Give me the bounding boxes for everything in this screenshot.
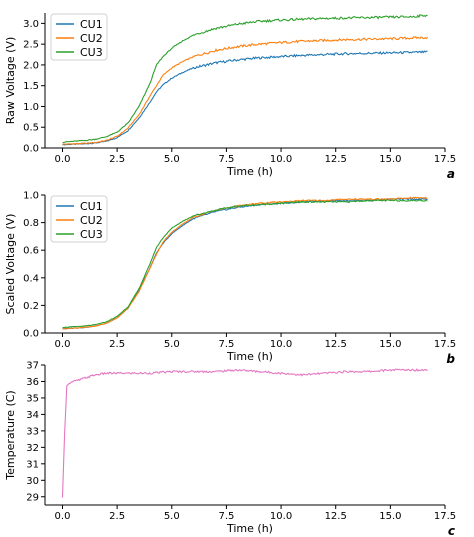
- x-axis-label: Time (h): [226, 522, 273, 535]
- y-tick-label: 34: [26, 410, 39, 421]
- y-tick-label: 35: [26, 393, 39, 404]
- series-line-cu1: [62, 50, 428, 146]
- legend-label: CU2: [80, 32, 103, 45]
- x-tick-label: 5.0: [164, 154, 180, 165]
- legend-label: CU1: [80, 200, 103, 213]
- y-tick-label: 0.4: [23, 273, 39, 284]
- legend-label: CU1: [80, 18, 103, 31]
- x-tick-label: 0.0: [55, 511, 71, 522]
- x-tick-label: 15.0: [379, 511, 401, 522]
- legend-box: [50, 13, 108, 61]
- x-tick-label: 15.0: [379, 154, 401, 165]
- chart-panel-b: 0.0 2.5 5.0 7.5 10.0 12.5 15.0 17.5 0.0 0.2 0.4 0.6…: [4, 191, 456, 367]
- y-tick-label: 2.5: [23, 40, 39, 51]
- x-tick-label: 10.0: [270, 154, 292, 165]
- x-tick-label: 17.5: [434, 511, 456, 522]
- y-tick-label: 0.8: [23, 218, 39, 229]
- y-tick-label: 0.5: [23, 123, 39, 134]
- y-tick-label: 0.0: [23, 329, 39, 340]
- y-tick-label: 3.0: [23, 19, 39, 30]
- x-tick-label: 7.5: [218, 339, 234, 350]
- x-tick-label: 17.5: [434, 339, 456, 350]
- x-tick-label: 7.5: [218, 511, 234, 522]
- y-axis-label: Scaled Voltage (V): [4, 214, 17, 315]
- x-tick-label: 0.0: [55, 339, 71, 350]
- panel-letter: a: [447, 167, 455, 181]
- y-tick-label: 36: [26, 377, 39, 388]
- series-line-cu1: [62, 197, 428, 330]
- x-tick-label: 2.5: [109, 511, 125, 522]
- y-tick-label: 29: [26, 492, 39, 503]
- x-tick-label: 15.0: [379, 339, 401, 350]
- y-axis-label: Raw Voltage (V): [4, 37, 17, 125]
- legend-label: CU2: [80, 214, 103, 227]
- series-line-cu3: [62, 14, 428, 144]
- x-tick-label: 2.5: [109, 154, 125, 165]
- x-tick-label: 10.0: [270, 339, 292, 350]
- x-axis-label: Time (h): [226, 350, 273, 363]
- x-tick-label: 10.0: [270, 511, 292, 522]
- y-tick-label: 32: [26, 443, 39, 454]
- panel-letter: b: [446, 352, 455, 366]
- x-tick-label: 17.5: [434, 154, 456, 165]
- x-tick-label: 0.0: [55, 154, 71, 165]
- panel-letter: c: [448, 524, 455, 537]
- x-tick-label: 5.0: [164, 339, 180, 350]
- x-tick-label: 12.5: [325, 511, 347, 522]
- legend-label: CU3: [80, 228, 103, 241]
- x-tick-label: 5.0: [164, 511, 180, 522]
- x-tick-label: 12.5: [325, 339, 347, 350]
- y-tick-label: 1.5: [23, 81, 39, 92]
- chart-panel-a: 0.0 2.5 5.0 7.5 10.0 12.5 15.0 17.5 0.0 0.5 1.0 1.5…: [4, 13, 456, 181]
- x-tick-label: 7.5: [218, 154, 234, 165]
- x-tick-label: 12.5: [325, 154, 347, 165]
- y-tick-label: 33: [26, 426, 39, 437]
- x-tick-label: 2.5: [109, 339, 125, 350]
- chart-panel-c: 0.0 2.5 5.0 7.5 10.0 12.5 15.0 17.5 29 30 31 32 33 34…: [4, 361, 456, 537]
- series-line-temperature: [61, 368, 428, 498]
- y-tick-label: 2.0: [23, 60, 39, 71]
- y-tick-label: 1.0: [23, 102, 39, 113]
- series-line-cu3: [62, 199, 428, 329]
- y-tick-label: 0.0: [23, 144, 39, 155]
- legend-box: [50, 195, 108, 243]
- legend-label: CU3: [80, 46, 103, 59]
- y-tick-label: 0.2: [23, 301, 39, 312]
- y-tick-label: 1.0: [23, 191, 39, 202]
- series-line-cu2: [62, 196, 428, 330]
- y-tick-label: 37: [26, 361, 39, 372]
- y-axis-label: Temperature (C): [4, 390, 17, 480]
- x-axis-label: Time (h): [226, 165, 273, 178]
- y-tick-label: 0.6: [23, 246, 39, 257]
- series-line-cu2: [62, 36, 428, 146]
- y-tick-label: 31: [26, 459, 39, 470]
- y-tick-label: 30: [26, 476, 39, 487]
